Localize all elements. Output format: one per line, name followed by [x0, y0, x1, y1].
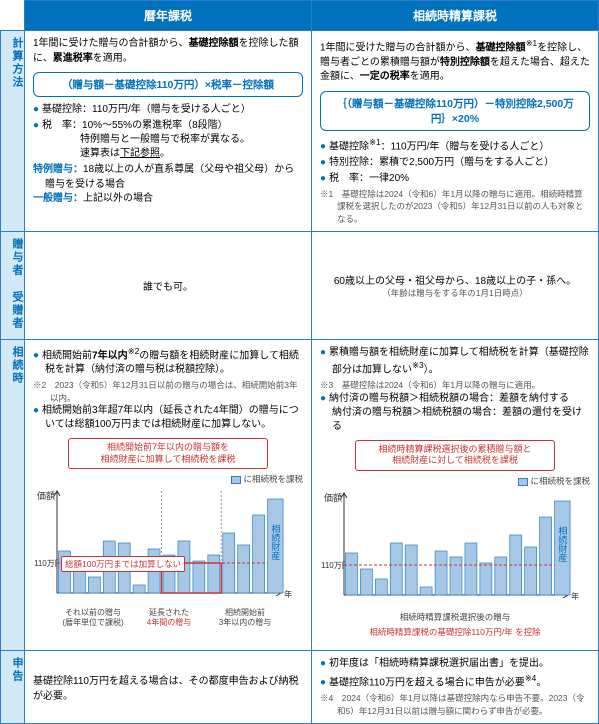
chart-right: 相続時精算課税選択後の累積贈与額と相続財産に対して相続税を課税 に相続税を課税 …	[320, 440, 590, 638]
inherit-left-item2: 相続開始前3年超7年以内（延長された4年間）の贈与については総額100万円までは…	[33, 404, 303, 432]
chart-right-svg: 価額年110万円相続財産	[320, 489, 590, 609]
parties-right: 60歳以上の父母・祖父母から、18歳以上の子・孫へ。 （年齢は贈与をする年の1月…	[312, 232, 599, 340]
row-inheritance-label: 相続時	[1, 340, 25, 651]
chart-left-xlabels: それ以前の贈与(暦年単位で課税)延長された4年間の贈与相続開始前3年以内の贈与	[33, 608, 303, 627]
filing-right-item1: 初年度は「相続時精算課税選択届出書」を提出。	[320, 657, 590, 671]
parties-left: 誰でも可。	[25, 232, 312, 340]
inherit-right-item2: 納付済の贈与税額＞相続税額の場合：差額を納付する納付済の贈与税額＞相続税額の場合…	[320, 392, 590, 434]
chart-left-svg: 価額年110万円相続財産	[33, 487, 303, 607]
tokure-row: 特例贈与：18歳以上の人が直系尊属（父母や祖父母）から贈与を受ける場合	[33, 163, 303, 192]
method-left-cell: 1年間に受けた贈与の合計額から、基礎控除額を控除した額に、累進税率を適用。 （贈…	[25, 31, 312, 232]
list-item: 基礎控除※1：110万円/年（贈与を受ける人ごと）	[320, 137, 590, 154]
method-left-intro: 1年間に受けた贈与の合計額から、基礎控除額を控除した額に、累進税率を適用。	[33, 37, 303, 66]
ippan-row: 一般贈与：上記以外の場合	[33, 192, 303, 207]
formula-right: ｛（贈与額－基礎控除110万円）－特別控除2,500万円｝×20%	[320, 91, 590, 131]
caption-top: 相続時精算課税選択後の贈与	[320, 611, 590, 623]
note4: ※4 2024（令和6）年1月以降は基礎控除内なら申告不要。2023（令和5）年…	[320, 692, 590, 717]
svg-text:価額: 価額	[324, 492, 342, 503]
header-left: 暦年課税	[25, 1, 312, 31]
callout-left: 総額100万円までは加算しない	[61, 556, 185, 572]
chart-left-title: 相続開始前7年以内の贈与額を相続財産に加算して相続税を課税	[68, 438, 268, 469]
method-right-intro: 1年間に受けた贈与の合計額から、基礎控除額※1を控除し、贈与者ごとの累積贈与額が…	[320, 37, 590, 85]
chart-left-legend: に相続税を課税	[33, 473, 303, 485]
header-right: 相続時精算課税	[312, 1, 599, 31]
comparison-table: 暦年課税 相続時精算課税 計算方法 1年間に受けた贈与の合計額から、基礎控除額を…	[0, 0, 599, 724]
inherit-right-item1: 累積贈与額を相続財産に加算して相続税を計算（基礎控除部分は加算しない※3）。	[320, 346, 590, 377]
chart-right-title: 相続時精算課税選択後の累積贈与額と相続財産に対して相続税を課税	[355, 440, 555, 471]
chart-right-caption: 相続時精算課税の基礎控除110万円/年 を控除	[320, 626, 590, 638]
chart-left: 相続開始前7年以内の贈与額を相続財産に加算して相続税を課税 に相続税を課税 総額…	[33, 438, 303, 628]
note1: ※1 基礎控除は2024（令和6）年1月以降の贈与に適用。相続時精算課税を選択し…	[320, 188, 590, 225]
svg-text:相続財産: 相続財産	[270, 523, 280, 561]
list-item: 特別控除：累積で2,500万円（贈与をする人ごと）	[320, 156, 590, 170]
row-parties-label: 贈与者 受贈者	[1, 232, 25, 340]
svg-text:年: 年	[284, 589, 292, 599]
inherit-left-item1: 相続開始前7年以内※2の贈与額を相続財産に加算して相続税を計算（納付済の贈与税は…	[33, 346, 303, 377]
corner-cell	[1, 1, 25, 31]
list-item: 税 率：10%～55%の累進税率（8段階）特例贈与と一般贈与で税率が異なる。速算…	[33, 119, 303, 161]
row-filing-label: 申告	[1, 651, 25, 724]
formula-left: （贈与額－基礎控除110万円）×税率－控除額	[33, 72, 303, 97]
method-left-list: 基礎控除：110万円/年（贈与を受ける人ごと） 税 率：10%～55%の累進税率（…	[33, 103, 303, 161]
note3: ※3 基礎控除は2024（令和6）年1月以降の贈与に適用。	[320, 379, 590, 391]
note2: ※2 2023（令和5）年12月31日以前の贈与の場合は、相続開始前3年以内。	[33, 379, 303, 404]
method-right-list: 基礎控除※1：110万円/年（贈与を受ける人ごと） 特別控除：累積で2,500万円…	[320, 137, 590, 186]
filing-right-item2: 基礎控除110万円を超える場合に申告が必要※4。	[320, 673, 590, 690]
inherit-left-cell: 相続開始前7年以内※2の贈与額を相続財産に加算して相続税を計算（納付済の贈与税は…	[25, 340, 312, 651]
svg-text:価額: 価額	[37, 490, 55, 501]
svg-text:年: 年	[571, 591, 579, 601]
inherit-right-cell: 累積贈与額を相続財産に加算して相続税を計算（基礎控除部分は加算しない※3）。 ※…	[312, 340, 599, 651]
list-item: 基礎控除：110万円/年（贈与を受ける人ごと）	[33, 103, 303, 117]
svg-text:相続財産: 相続財産	[557, 525, 567, 563]
filing-left: 基礎控除110万円を超える場合は、その都度申告および納税が必要。	[25, 651, 312, 724]
list-item: 税 率：一律20%	[320, 172, 590, 186]
filing-right: 初年度は「相続時精算課税選択届出書」を提出。 基礎控除110万円を超える場合に申…	[312, 651, 599, 724]
method-right-cell: 1年間に受けた贈与の合計額から、基礎控除額※1を控除し、贈与者ごとの累積贈与額が…	[312, 31, 599, 232]
chart-right-legend: に相続税を課税	[320, 475, 590, 487]
row-method-label: 計算方法	[1, 31, 25, 232]
